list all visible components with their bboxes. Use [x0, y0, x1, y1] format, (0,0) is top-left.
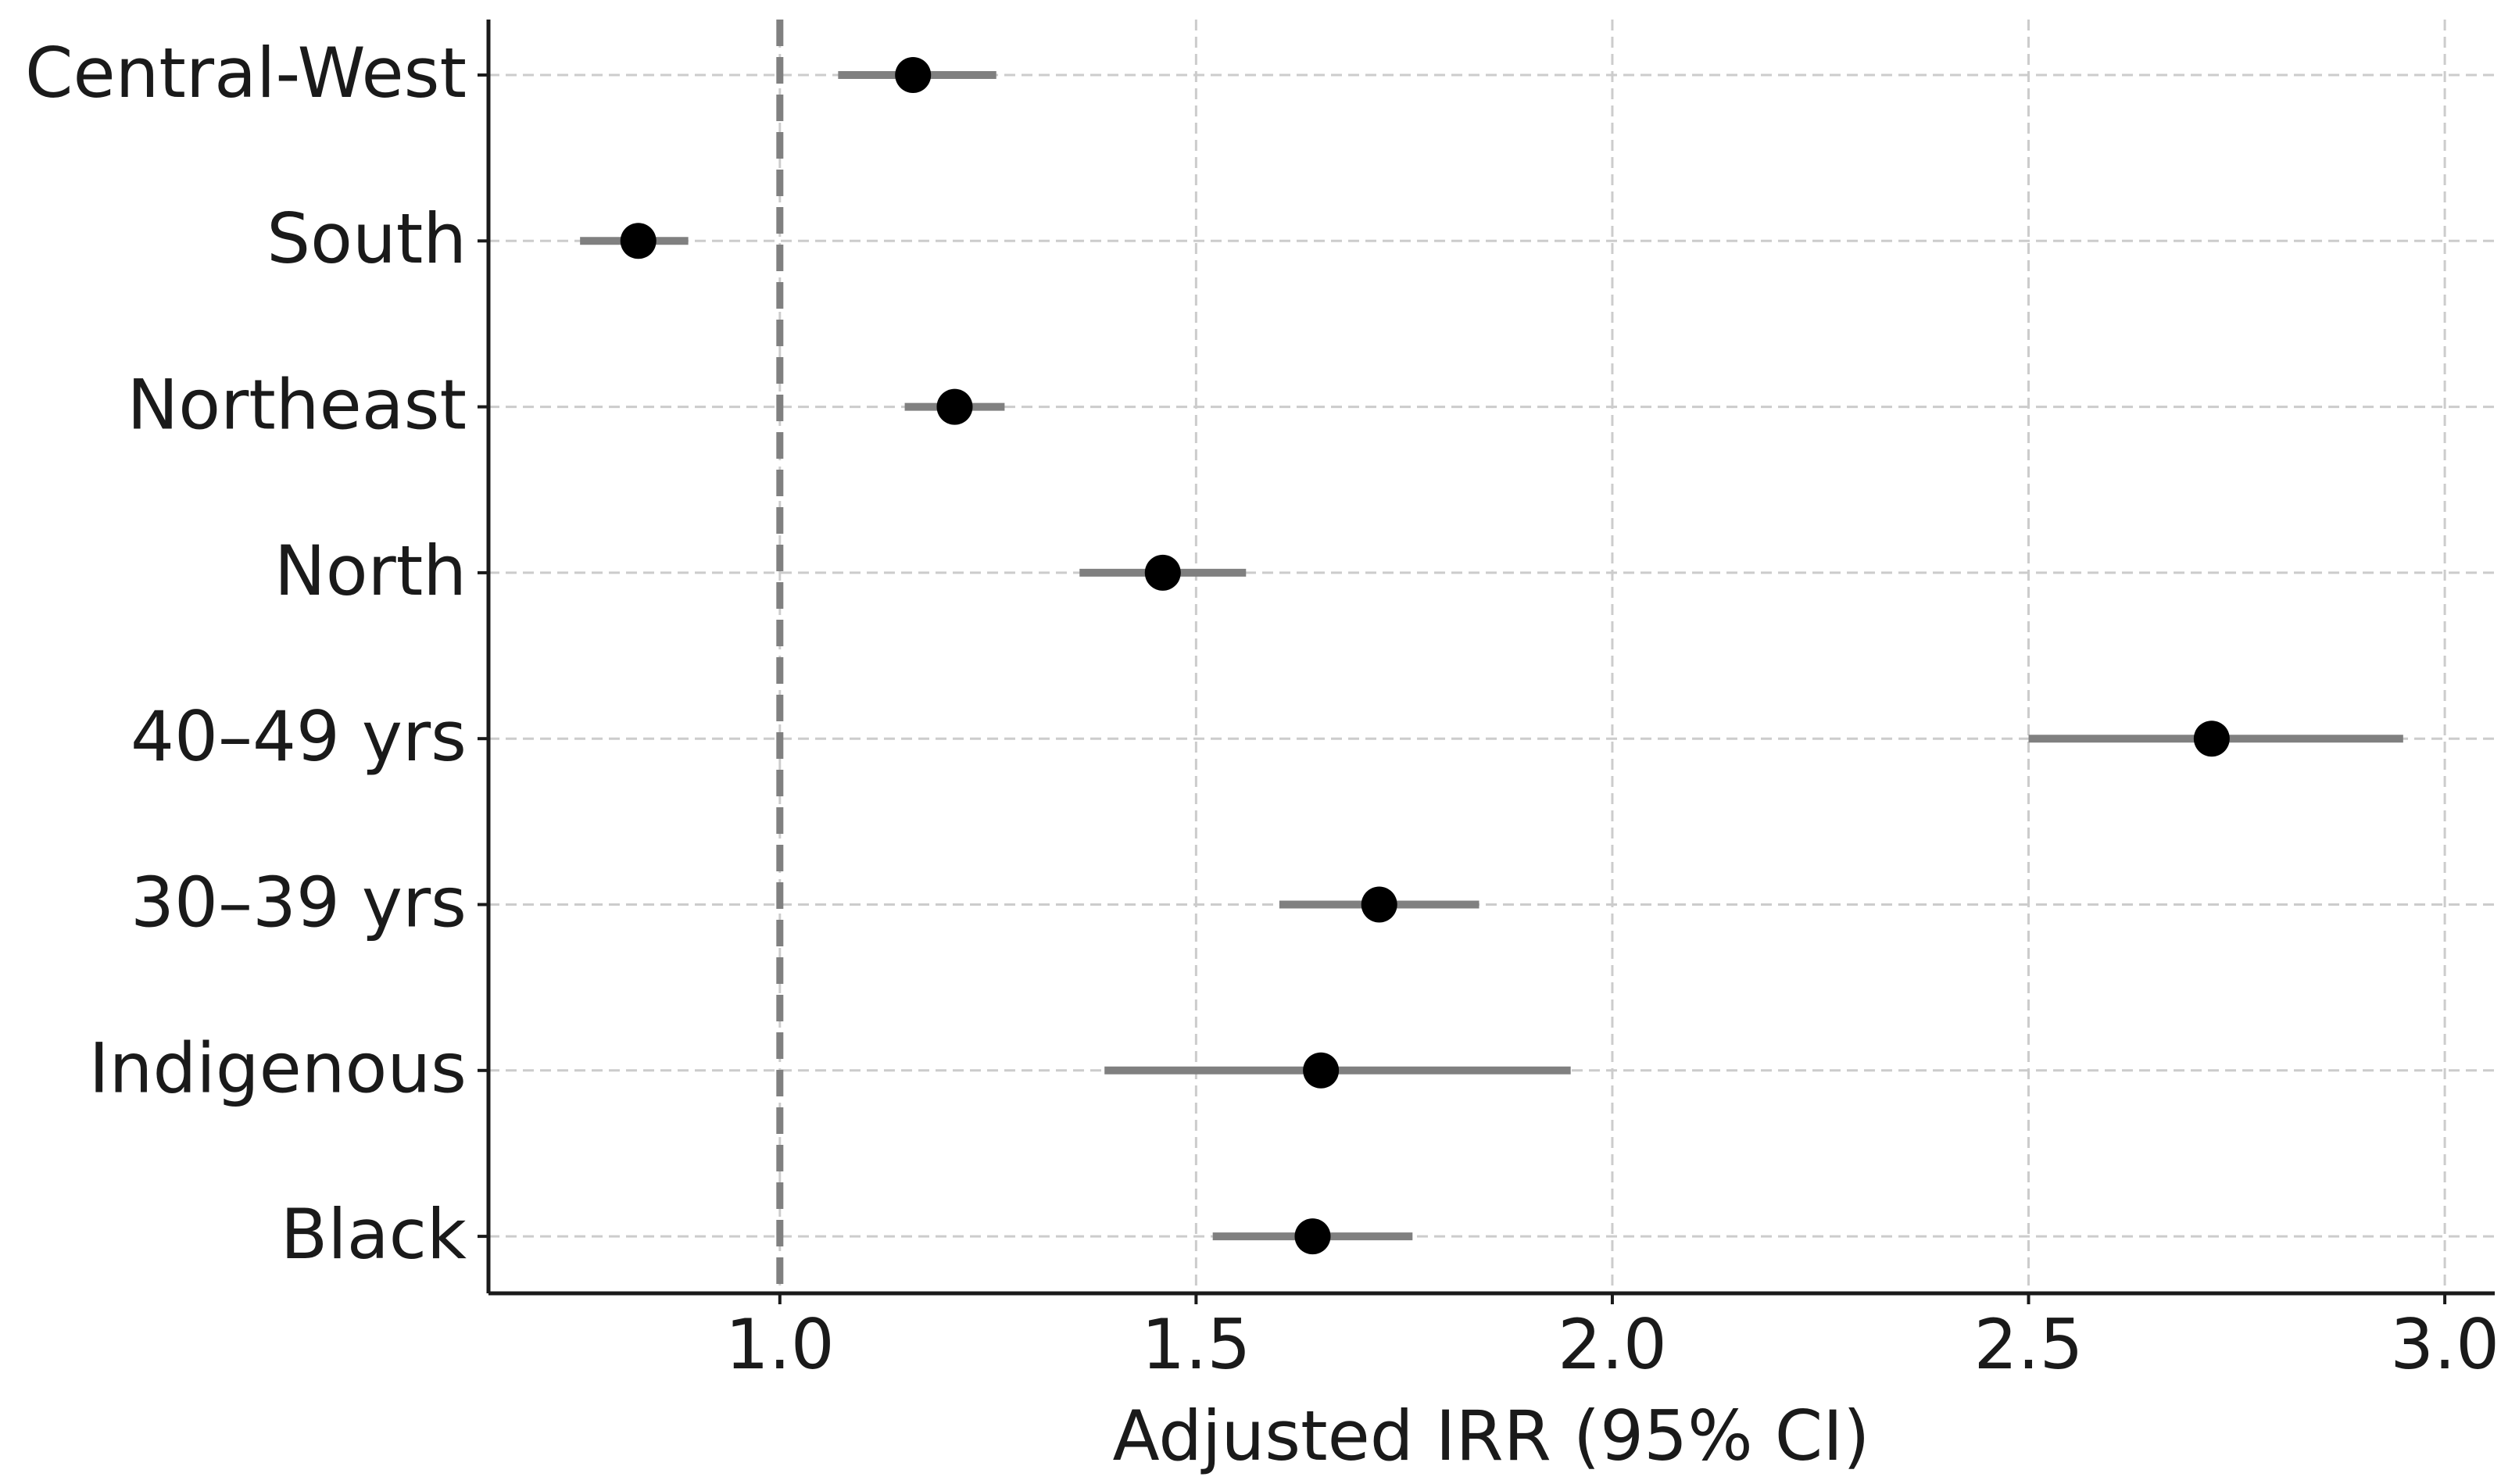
x-tick-label: 1.5 — [1141, 1304, 1250, 1385]
y-tick-label: Indigenous — [89, 1028, 467, 1109]
point-estimate — [936, 388, 973, 425]
y-tick-label: Black — [281, 1194, 467, 1275]
y-tick-label: South — [267, 198, 467, 279]
y-tick-label: Northeast — [127, 365, 467, 445]
point-estimate — [1361, 886, 1397, 923]
point-estimate — [895, 57, 932, 93]
y-tick-label: 30–39 yrs — [131, 862, 467, 942]
y-tick-label: 40–49 yrs — [131, 696, 467, 777]
x-tick-label: 2.0 — [1558, 1304, 1667, 1385]
point-estimate — [2193, 721, 2230, 757]
y-tick-label: North — [274, 531, 467, 611]
point-estimate — [1144, 554, 1181, 591]
point-estimate — [620, 223, 657, 259]
x-tick-label: 3.0 — [2390, 1304, 2499, 1385]
x-tick-label: 1.0 — [725, 1304, 835, 1385]
x-axis-label: Adjusted IRR (95% CI) — [1113, 1396, 1870, 1476]
x-tick-label: 2.5 — [1974, 1304, 2084, 1385]
y-tick-label: Central-West — [25, 33, 467, 113]
point-estimate — [1294, 1218, 1331, 1255]
point-estimate — [1303, 1052, 1340, 1089]
